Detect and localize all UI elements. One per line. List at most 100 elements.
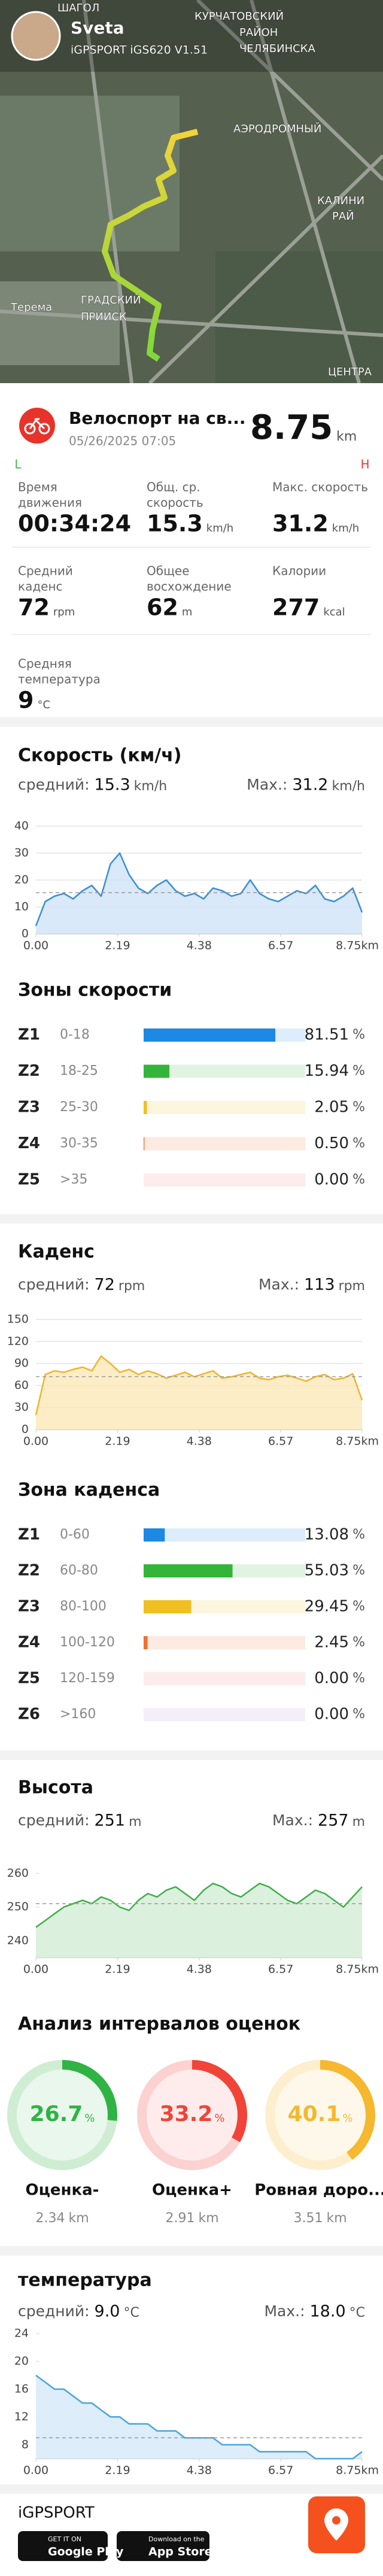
interval-name: Ровная доро... xyxy=(254,2181,383,2199)
x-tick-label: 2.19 xyxy=(105,939,130,952)
avg-unit: km/h xyxy=(134,779,168,794)
zone-name: Z5 xyxy=(18,1171,40,1189)
map-label: КАЛИНИ xyxy=(317,195,364,207)
y-tick-label: 60 xyxy=(14,1379,29,1392)
stat-label: Макс. скорость xyxy=(272,480,368,494)
zone-name: Z4 xyxy=(18,1134,40,1152)
map-label: ГРАДСКИЙ xyxy=(81,293,141,307)
footer xyxy=(18,2496,365,2561)
y-tick-label: 20 xyxy=(14,873,29,887)
zone-track xyxy=(144,1137,305,1151)
map xyxy=(0,0,383,385)
percent-unit: % xyxy=(352,1027,365,1042)
y-tick-label: 16 xyxy=(14,2382,29,2395)
badge-caption: Download on the xyxy=(148,2535,205,2543)
stat-value: 72 xyxy=(18,594,50,621)
x-tick-label: 6.57 xyxy=(268,1963,293,1976)
map-label: АЭРОДРОМНЫЙ xyxy=(233,122,321,135)
map-label: КУРЧАТОВСКИЙ xyxy=(194,10,284,23)
donut-bg xyxy=(265,2060,375,2170)
y-tick-label: 20 xyxy=(14,2354,29,2368)
donut-value: 40.1 xyxy=(288,2102,341,2126)
zone-name: Z2 xyxy=(18,1062,40,1080)
series-line xyxy=(35,1355,363,1415)
stat-unit: rpm xyxy=(53,606,75,618)
separators xyxy=(0,717,383,2494)
x-tick-label: 8.75km xyxy=(336,939,379,952)
zone-bar xyxy=(144,1101,147,1114)
percent-unit: % xyxy=(352,1563,365,1578)
stat-value: 00:34:24 xyxy=(18,511,131,537)
donut-bg xyxy=(7,2060,117,2170)
y-tick-label: 40 xyxy=(14,820,29,833)
zone-range: 120-159 xyxy=(60,1671,115,1686)
zone-percent: 13.08 xyxy=(305,1526,349,1544)
section-title: Высота xyxy=(18,1777,93,1798)
stat-label: скорость xyxy=(147,496,203,510)
series-line xyxy=(35,852,363,926)
zone-percent: 15.94 xyxy=(305,1062,349,1080)
brand: iGPSPORT xyxy=(18,2504,95,2522)
max-unit: km/h xyxy=(332,779,365,794)
stat-label: движения xyxy=(18,496,82,510)
max-label: Max.: xyxy=(272,1812,313,1829)
zone-bar xyxy=(144,1528,165,1542)
section-title: Каденс xyxy=(18,1242,95,1263)
stat-unit: km/h xyxy=(332,522,359,535)
distance-unit: km xyxy=(336,429,357,444)
zone-percent: 55.03 xyxy=(305,1562,349,1580)
y-tick-label: 240 xyxy=(7,1934,29,1947)
x-tick-label: 8.75km xyxy=(336,2464,379,2477)
app-store-badge[interactable] xyxy=(117,2531,209,2561)
zone-name: Z3 xyxy=(18,1099,40,1116)
stat-label: Калории xyxy=(272,564,326,578)
zone-percent: 81.51 xyxy=(305,1026,349,1044)
zone-name: Z2 xyxy=(18,1562,40,1580)
max-value: 257 xyxy=(318,1812,349,1830)
map-label: ЦЕНТРА xyxy=(328,366,372,378)
interval-unit: km xyxy=(68,2211,89,2226)
y-tick-label: 8 xyxy=(22,2438,29,2451)
donut-bg xyxy=(137,2060,247,2170)
stat-label: температура xyxy=(18,672,101,687)
zone-track xyxy=(144,1672,305,1685)
donut-value: 26.7 xyxy=(30,2102,83,2126)
zone-track xyxy=(144,1708,305,1721)
zone-bar xyxy=(144,1564,233,1577)
section-title: температура xyxy=(18,2270,152,2291)
avg-value: 9.0 xyxy=(95,2302,120,2321)
y-tick-label: 150 xyxy=(7,1313,29,1326)
stat-label: восхождение xyxy=(147,579,232,594)
max-unit: rpm xyxy=(339,1279,365,1294)
zone-name: Z3 xyxy=(18,1598,40,1616)
zone-range: >35 xyxy=(60,1172,87,1187)
avg-unit: rpm xyxy=(118,1279,145,1294)
map-label: Терема xyxy=(10,301,52,314)
zone-range: 30-35 xyxy=(60,1136,98,1151)
percent-unit: % xyxy=(342,2112,352,2125)
stat-label: Общ. ср. xyxy=(147,480,200,494)
percent-unit: % xyxy=(352,1136,365,1151)
zone-track xyxy=(144,1173,305,1187)
zone-bar xyxy=(144,1028,276,1042)
y-tick-label: 120 xyxy=(7,1334,29,1348)
interval-distance: 2.34 xyxy=(36,2211,65,2226)
low-label: L xyxy=(14,457,22,472)
x-tick-label: 4.38 xyxy=(187,2464,212,2477)
zone-bar xyxy=(144,1064,170,1078)
google-play-badge[interactable] xyxy=(18,2531,108,2561)
area-fill xyxy=(36,2375,362,2459)
distance-value: 8.75 xyxy=(250,408,333,447)
x-tick-label: 4.38 xyxy=(187,939,212,952)
activity-date: 05/26/2025 07:05 xyxy=(69,434,176,448)
max-label: Max.: xyxy=(259,1276,299,1293)
badge-store: Google Play xyxy=(48,2545,124,2559)
percent-unit: % xyxy=(352,1671,365,1686)
interval-distance: 2.91 xyxy=(166,2211,195,2226)
y-tick-label: 12 xyxy=(14,2410,29,2423)
x-tick-label: 6.57 xyxy=(268,2464,293,2477)
section-title: Зоны скорости xyxy=(18,980,172,1001)
avg-label: средний: xyxy=(18,776,90,793)
avg-value: 15.3 xyxy=(95,776,130,794)
zone-name: Z4 xyxy=(18,1634,40,1652)
